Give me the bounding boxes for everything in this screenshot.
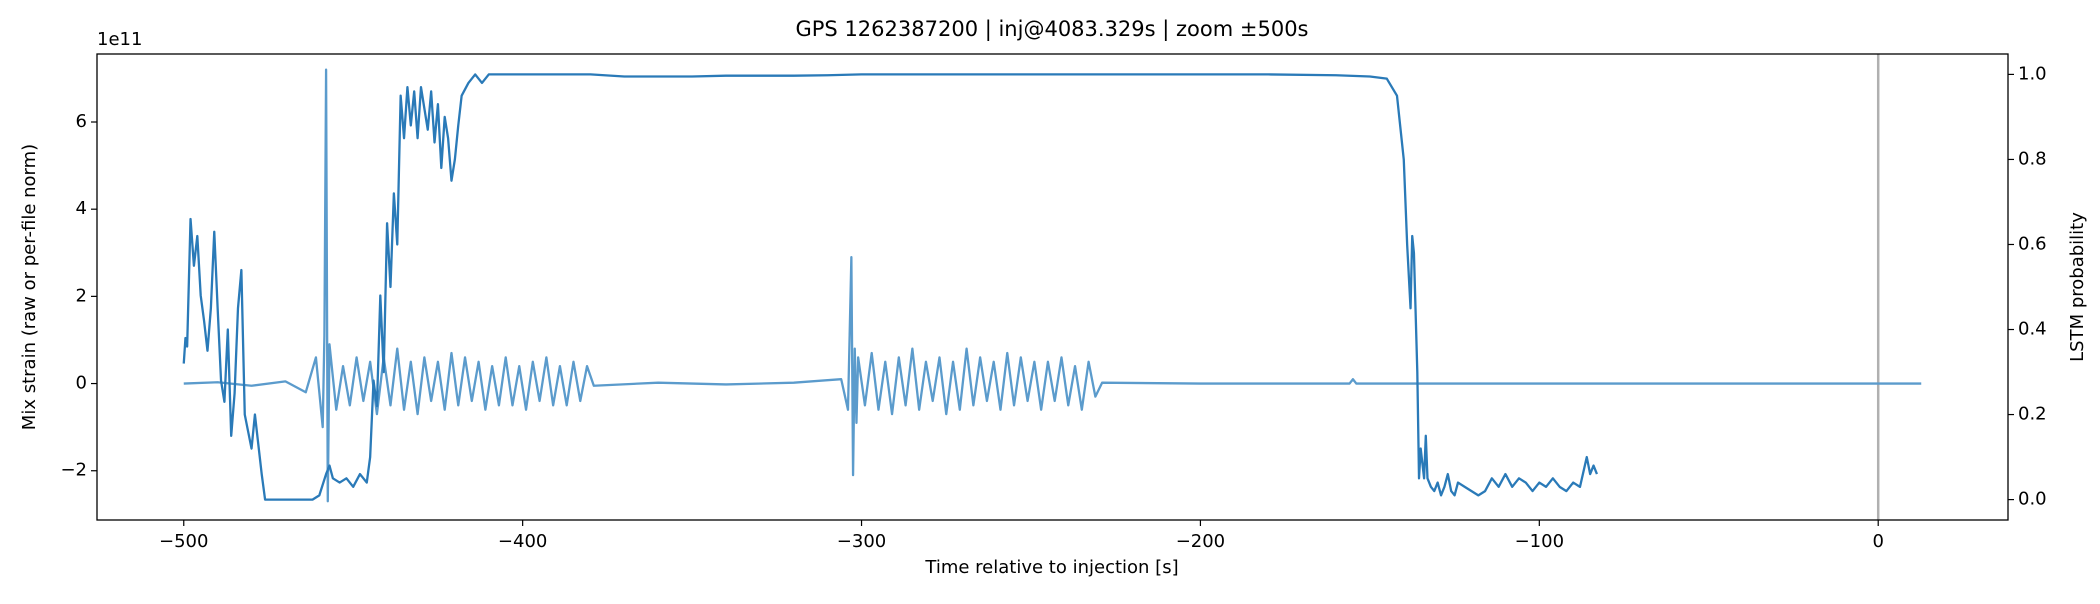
x-tick-label: −400 bbox=[498, 531, 547, 552]
y-axis-label: Mix strain (raw or per-file norm) bbox=[19, 144, 40, 430]
x-tick-label: −200 bbox=[1176, 531, 1225, 552]
x-tick-label: −500 bbox=[159, 531, 208, 552]
y-tick-label: 6 bbox=[76, 111, 87, 132]
x-tick-label: −300 bbox=[837, 531, 886, 552]
y2-tick-label: 0.6 bbox=[2018, 233, 2047, 254]
y2-axis-label: LSTM probability bbox=[2067, 212, 2088, 362]
series-line bbox=[182, 73, 1598, 501]
y-tick-label: 2 bbox=[76, 285, 87, 306]
chart-title: GPS 1262387200 | inj@4083.329s | zoom ±5… bbox=[796, 17, 1309, 42]
y-tick-label: −2 bbox=[60, 460, 87, 481]
y2-tick-label: 0.8 bbox=[2018, 148, 2047, 169]
y2-tick-label: 0.0 bbox=[2018, 489, 2047, 510]
y-tick-label: 4 bbox=[76, 198, 87, 219]
y2-tick-label: 0.2 bbox=[2018, 404, 2047, 425]
axes-frame bbox=[96, 53, 2009, 521]
y2-tick-label: 0.4 bbox=[2018, 319, 2047, 340]
y-tick-label: 0 bbox=[76, 373, 87, 394]
x-tick-label: −100 bbox=[1515, 531, 1564, 552]
x-tick-label: 0 bbox=[1872, 531, 1883, 552]
y-offset-label: 1e11 bbox=[97, 29, 142, 50]
x-axis-label: Time relative to injection [s] bbox=[924, 557, 1178, 578]
y2-tick-label: 1.0 bbox=[2018, 63, 2047, 84]
